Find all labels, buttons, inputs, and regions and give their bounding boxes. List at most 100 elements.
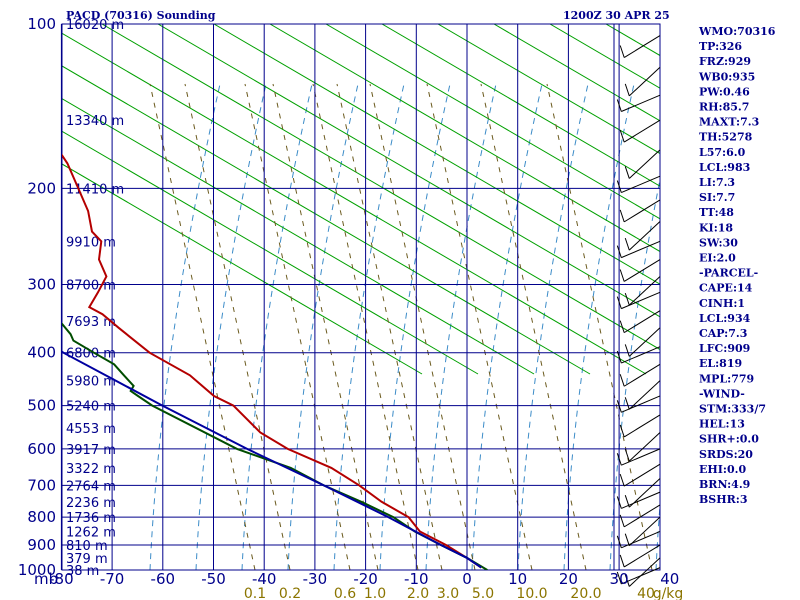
- wind-barb: [621, 491, 661, 509]
- dry-adiabat-line: [157, 24, 660, 318]
- height-label: 1262 m: [66, 525, 116, 540]
- wind-barbs: [616, 35, 661, 587]
- height-label: 38 m: [66, 564, 99, 579]
- wind-barb-flag: [624, 574, 630, 587]
- height-label: 16020 m: [66, 18, 124, 33]
- temp-tick-label: 10: [508, 570, 527, 588]
- moist-adiabat-line: [149, 83, 221, 570]
- index-value: LFC:909: [699, 342, 750, 355]
- index-value: LCL:934: [699, 312, 751, 325]
- wind-barb: [621, 175, 661, 194]
- height-label: 8700 m: [66, 279, 116, 294]
- mixing-ratio-label: 10.0: [516, 586, 547, 600]
- pressure-tick-label: 500: [27, 397, 56, 415]
- index-value: TH:5278: [699, 131, 753, 144]
- wind-barb-flag: [624, 83, 630, 97]
- index-value: CINH:1: [699, 297, 745, 310]
- wind-barb-flag: [624, 292, 630, 306]
- temp-tick-label: -70: [100, 570, 125, 588]
- index-value: SRDS:20: [699, 448, 753, 461]
- dry-adiabat-line: [493, 24, 660, 122]
- moist-adiabat-line: [379, 83, 451, 570]
- wind-barb-flag: [616, 496, 622, 509]
- height-labels: 16020 m 13340 m 11410 m 9910 m 8700 m 7693 m 6…: [66, 18, 124, 579]
- index-value: MPL:779: [699, 372, 754, 385]
- pressure-tick-label: 400: [27, 344, 56, 362]
- wind-barb-flag: [619, 424, 625, 438]
- pressure-tick-label: 700: [27, 476, 56, 494]
- temp-tick-label: -60: [151, 570, 176, 588]
- wind-barb: [628, 380, 661, 410]
- dry-adiabat-line: [62, 130, 479, 375]
- wind-barb-flag: [624, 533, 630, 546]
- height-label: 5980 m: [66, 375, 116, 390]
- wind-barb: [621, 94, 661, 112]
- height-label: 7693 m: [66, 315, 116, 330]
- index-value: WMO:70316: [698, 25, 776, 38]
- wind-barb-flag: [616, 453, 622, 466]
- temp-tick-label: -10: [404, 570, 429, 588]
- wind-barb-flag: [619, 209, 625, 223]
- mixing-ratio-label: g/kg: [653, 586, 684, 600]
- wind-barb: [623, 199, 661, 223]
- index-value: SI:7.7: [699, 191, 735, 204]
- dry-adiabat-line: [101, 24, 660, 351]
- dry-adiabat-line: [62, 65, 591, 375]
- moist-adiabat-line: [333, 83, 405, 570]
- index-value: LCL:983: [699, 161, 750, 174]
- height-label: 1736 m: [66, 511, 116, 526]
- wind-barb: [623, 119, 661, 143]
- mixing-ratio-label: 0.6: [334, 586, 356, 600]
- temp-tick-label: 40: [660, 570, 679, 588]
- index-value: SHR+:0.0: [699, 433, 759, 446]
- wind-barb-flag: [624, 448, 630, 462]
- wind-barb-flag: [616, 400, 622, 413]
- height-label: 2764 m: [66, 479, 116, 494]
- height-label: 3322 m: [66, 462, 116, 477]
- temp-tick-label: -50: [201, 570, 226, 588]
- wind-barb: [628, 66, 661, 97]
- pressure-tick-label: 600: [27, 440, 56, 458]
- height-label: 6800 m: [66, 347, 116, 362]
- wind-barb-flag: [619, 374, 625, 387]
- wind-barb: [623, 544, 661, 568]
- wind-barb-flag: [616, 245, 622, 258]
- height-label: 9910 m: [66, 235, 116, 250]
- pressure-tick-label: 100: [27, 15, 56, 33]
- wind-barb: [623, 35, 661, 58]
- wind-barb-flag: [616, 99, 622, 112]
- mixing-ratio-label: 5.0: [472, 586, 494, 600]
- wind-barb: [623, 259, 661, 282]
- dry-adiabat-line: [549, 24, 660, 89]
- dewpoint-trace: [62, 322, 488, 570]
- sounding-indices: WMO:70316 TP:326 FRZ:929 WB0:935 PW:0.46 RH:8…: [698, 25, 776, 506]
- wind-barb-flag: [619, 45, 625, 58]
- wind-barb: [628, 557, 661, 587]
- index-value: BRN:4.9: [699, 478, 750, 491]
- sounding-traces: [62, 153, 488, 570]
- index-value: STM:333/7: [699, 403, 766, 416]
- pressure-tick-label: 800: [27, 508, 56, 526]
- wind-barb: [623, 363, 661, 387]
- temp-tick-label: 30: [610, 570, 629, 588]
- index-value: KI:18: [699, 221, 733, 234]
- wind-barb-flag: [616, 180, 622, 193]
- mixing-ratio-label: 40: [637, 586, 655, 600]
- wind-barb-flag: [616, 535, 622, 548]
- height-label: 4553 m: [66, 422, 116, 437]
- index-value: FRZ:929: [699, 55, 751, 68]
- wind-barb-flag: [619, 320, 625, 333]
- wind-barb: [621, 395, 661, 413]
- index-value: EI:2.0: [699, 252, 736, 265]
- index-value: HEL:13: [699, 418, 745, 431]
- wind-barb: [628, 221, 661, 251]
- wind-barb: [621, 291, 661, 310]
- mixing-ratio-label: 20.0: [570, 586, 601, 600]
- pressure-tick-label: 200: [27, 179, 56, 197]
- index-value: -WIND-: [699, 387, 745, 400]
- dry-adiabat-line: [62, 32, 647, 375]
- dry-adiabat-line: [62, 98, 535, 375]
- wind-barb-flag: [624, 237, 630, 251]
